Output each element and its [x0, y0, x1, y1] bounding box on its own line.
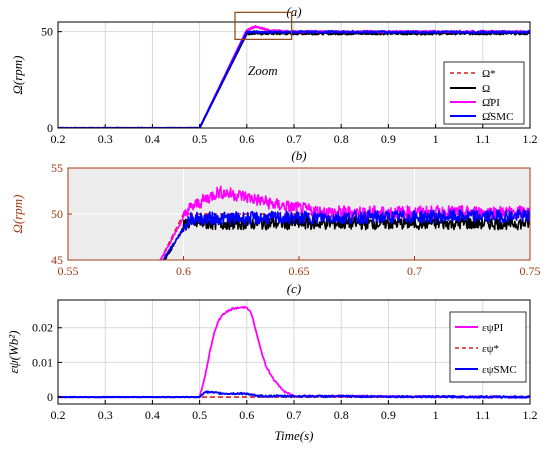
legend-a-speed-label: Ω [482, 83, 490, 95]
tick-label-x: 0.6 [176, 264, 191, 278]
panel-c-plot [58, 306, 530, 399]
tick-label-x: 1.1 [475, 408, 490, 422]
tick-label-y: 0 [47, 390, 53, 404]
tick-label-y: 50 [51, 207, 63, 221]
tick-label-x: 0.2 [51, 132, 66, 146]
tick-label-x: 0.5 [192, 408, 207, 422]
tick-label-x: 0.9 [381, 408, 396, 422]
legend-a-ref-label: Ω* [482, 68, 496, 80]
series-line [58, 390, 530, 399]
panel-b-ylabel: Ω(rpm) [10, 194, 25, 233]
tick-label-y: 0.01 [32, 355, 53, 369]
tick-label-x: 0.4 [145, 408, 160, 422]
legend-c-pi-label: εψPI [482, 322, 504, 334]
tick-label-x: 0.4 [145, 132, 160, 146]
legend-c-ref-label: εψ* [482, 343, 499, 355]
tick-label-x: 0.8 [334, 408, 349, 422]
tick-label-x: 0.6 [239, 132, 254, 146]
panel-b-title: (b) [291, 148, 306, 163]
tick-label-x: 0.5 [192, 132, 207, 146]
series-line [164, 216, 530, 260]
panel-c-xlabel: Time(s) [275, 428, 314, 443]
tick-label-y: 55 [51, 161, 63, 175]
tick-label-x: 1 [433, 408, 439, 422]
panel-a: (a) 0.2 0.3 0.4 0.5 0.6 0.7 0.8 0.9 1 1.1 1.2 0 50 Ω… [10, 4, 538, 146]
tick-label-x: 0.6 [239, 408, 254, 422]
tick-label-x: 0.7 [287, 408, 302, 422]
panel-a-ticks: 0.2 0.3 0.4 0.5 0.6 0.7 0.8 0.9 1 1.1 1.2 0 50 [41, 25, 538, 146]
series-line [58, 30, 530, 128]
tick-label-x: 0.55 [58, 264, 79, 278]
tick-label-x: 0.65 [289, 264, 310, 278]
panel-c-legend: εψPI εψ* εψSMC [449, 311, 527, 383]
tick-label-y: 45 [51, 253, 63, 267]
panel-c-title: (c) [287, 281, 301, 296]
legend-a-smc-label: Ω̂SMC [482, 111, 513, 123]
tick-label-x: 0.3 [98, 132, 113, 146]
tick-label-y: 0.02 [32, 321, 53, 335]
panel-a-title: (a) [286, 4, 301, 19]
zoom-box [234, 11, 293, 40]
tick-label-x: 0.7 [407, 264, 422, 278]
tick-label-x: 1.2 [523, 408, 538, 422]
zoom-annotation: Zoom [248, 63, 278, 78]
legend-c-smc-label: εψSMC [482, 364, 517, 376]
legend-a-pi-label: Ω̂PI [482, 97, 500, 109]
tick-label-x: 0.9 [381, 132, 396, 146]
tick-label-x: 1 [433, 132, 439, 146]
panel-c: (c) 0.2 0.3 0.4 0.5 0.6 0.7 0.8 0.9 1 1.1 1.2 0 0.01… [6, 281, 538, 443]
tick-label-x: 0.3 [98, 408, 113, 422]
tick-label-x: 0.2 [51, 408, 66, 422]
tick-label-y: 0 [47, 121, 53, 135]
tick-label-x: 0.8 [334, 132, 349, 146]
panel-b-ticks: 0.55 0.6 0.65 0.7 0.75 45 50 55 [51, 161, 541, 278]
panel-c-ylabel: εψ(Wb²) [6, 330, 21, 373]
panel-b: (b) 0.55 0.6 0.65 0.7 0.75 45 50 55 Ω(rpm) [10, 148, 541, 278]
tick-label-y: 50 [41, 25, 53, 39]
tick-label-x: 0.75 [520, 264, 541, 278]
series-line [162, 208, 530, 260]
tick-label-x: 1.2 [523, 132, 538, 146]
tick-label-x: 0.7 [287, 132, 302, 146]
panel-a-ylabel: Ω(rpm) [10, 55, 25, 94]
panel-b-plot [159, 185, 530, 260]
tick-label-x: 1.1 [475, 132, 490, 146]
panel-a-legend: Ω* Ω Ω̂PI Ω̂SMC [443, 61, 525, 125]
panel-a-plot [58, 25, 530, 128]
panel-c-legend-box [449, 311, 527, 383]
panel-c-ticks: 0.2 0.3 0.4 0.5 0.6 0.7 0.8 0.9 1 1.1 1.2 0 0.01 0.02 [32, 321, 538, 422]
